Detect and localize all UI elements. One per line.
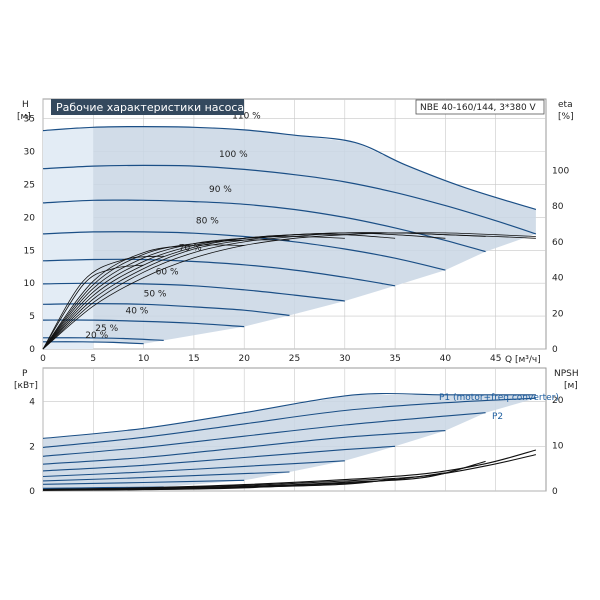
x-tick-label: 0 [40, 354, 46, 364]
y-tick-label-p: 0 [29, 487, 35, 497]
chart-title: Рабочие характеристики насоса [56, 101, 244, 114]
top-axis-ticks: 0 5 10 15 20 25 30 35 40 45 0 5 10 15 20 25 30 35 0 20 40 60 8… [24, 115, 570, 364]
y-tick-label-h: 0 [29, 345, 35, 355]
y-axis-label-npsh: NPSH [554, 369, 579, 379]
head-curve [42, 231, 446, 271]
x-tick-label: 45 [490, 354, 501, 364]
y-tick-label-eta: 40 [552, 274, 564, 284]
y-tick-label-eta: 100 [552, 166, 569, 176]
y-axis-unit-p: [кВт] [14, 381, 38, 391]
npsh-curve [42, 482, 345, 491]
power-curve [42, 471, 290, 482]
power-curve [42, 460, 345, 478]
y-tick-label-eta: 80 [552, 202, 564, 212]
head-curve [42, 258, 396, 287]
head-curve [42, 199, 486, 253]
power-curve [42, 392, 536, 439]
speed-label: 60 % [156, 268, 179, 278]
y-tick-label-npsh: 20 [552, 396, 564, 406]
x-tick-label: 30 [339, 354, 351, 364]
x-axis-label: Q [м³/ч] [505, 355, 541, 365]
y-tick-label-eta: 20 [552, 309, 564, 319]
y-tick-label-eta: 0 [552, 345, 558, 355]
y-tick-label-h: 15 [24, 246, 35, 256]
head-curve [42, 302, 290, 316]
power-curve [42, 397, 536, 448]
y-tick-label-h: 10 [24, 279, 36, 289]
y-tick-label-npsh: 10 [552, 441, 564, 451]
speed-label: 50 % [144, 289, 167, 299]
y-axis-label-eta: eta [558, 100, 573, 110]
y-tick-label-h: 5 [29, 312, 35, 322]
y-tick-label-p: 4 [29, 398, 35, 408]
speed-label: 100 % [219, 150, 248, 160]
low-flow-area [43, 127, 94, 349]
power-area [43, 394, 536, 490]
speed-label: 80 % [196, 216, 219, 226]
y-tick-label-eta: 60 [552, 238, 564, 248]
efficiency-curve [42, 244, 245, 350]
head-curve [42, 337, 164, 341]
efficiency-curve [42, 255, 164, 350]
speed-label: 70 % [179, 243, 202, 253]
y-axis-label-h: H [22, 100, 29, 110]
head-curve [42, 164, 537, 235]
speed-labels: 110 % 100 % 90 % 80 % 70 % 60 % 50 % 40 % 25 %20… [85, 112, 261, 341]
model-label-box [415, 99, 545, 115]
x-tick-label: 10 [138, 354, 150, 364]
y-tick-label-h: 30 [24, 148, 36, 158]
x-tick-label: 5 [90, 354, 96, 364]
npsh-curves [42, 449, 537, 491]
bottom-axis-ticks: 0 2 4 0 10 20 [29, 396, 563, 497]
y-axis-unit-npsh: [м] [564, 381, 578, 391]
head-curve [42, 319, 245, 328]
y-axis-label-p: P [22, 369, 28, 379]
head-curves [42, 125, 537, 345]
power-curve [42, 445, 396, 472]
power-curve [42, 412, 486, 457]
x-tick-label: 15 [188, 354, 199, 364]
x-tick-label: 35 [389, 354, 400, 364]
y-tick-label-p: 2 [29, 442, 35, 452]
power-area-fill [43, 394, 536, 490]
speed-label: 40 % [125, 306, 148, 316]
x-tick-label: 40 [440, 354, 452, 364]
speed-label: 90 % [209, 185, 232, 195]
y-axis-unit-eta: [%] [558, 112, 574, 122]
x-tick-label: 20 [238, 354, 250, 364]
y-tick-label-h: 25 [24, 181, 35, 191]
head-curve [42, 282, 345, 302]
legend-p1: P1 (motor+freq.converter) [439, 393, 559, 403]
efficiency-curve [42, 264, 144, 350]
y-tick-label-npsh: 0 [552, 487, 558, 497]
power-curve [42, 479, 245, 485]
legend-p2: P2 [492, 412, 503, 422]
power-curve [42, 430, 446, 465]
chart-title-background [51, 99, 244, 115]
head-curve [42, 125, 537, 211]
speed-label: 110 % [232, 112, 261, 122]
y-tick-label-h: 20 [24, 213, 36, 223]
model-label: NBE 40-160/144, 3*380 V [420, 103, 537, 113]
power-curves [42, 392, 536, 490]
x-tick-label: 25 [289, 354, 300, 364]
y-axis-unit-h: [м] [17, 112, 31, 122]
y-tick-label-h: 35 [24, 115, 35, 125]
head-curve [42, 341, 144, 345]
speed-label: 20 % [85, 331, 108, 341]
speed-label: 25 % [95, 324, 118, 334]
efficiency-curves [42, 232, 536, 350]
